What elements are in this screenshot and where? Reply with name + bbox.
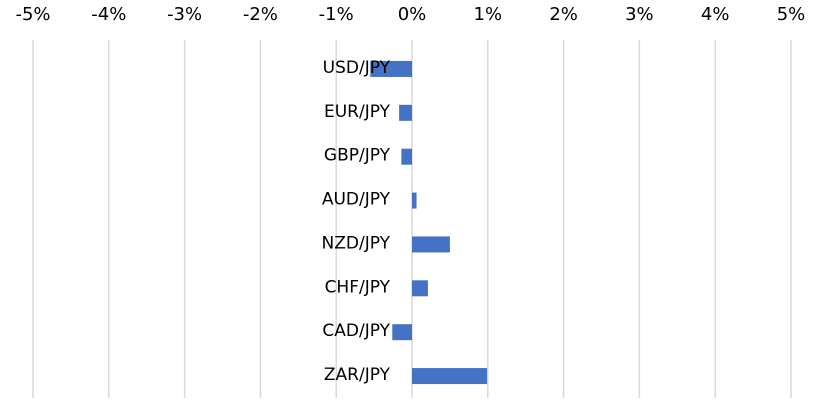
y-tick-label: AUD/JPY <box>322 190 391 210</box>
x-tick-label: 0% <box>398 4 427 25</box>
x-tick-label: 1% <box>474 4 503 25</box>
y-tick-label: EUR/JPY <box>324 102 391 122</box>
bar <box>392 324 412 341</box>
bar <box>412 192 417 209</box>
x-tick-label: 4% <box>701 4 730 25</box>
y-tick-label: GBP/JPY <box>324 146 391 166</box>
y-tick-label: NZD/JPY <box>322 233 391 253</box>
x-tick-label: -3% <box>167 4 202 25</box>
y-tick-label: USD/JPY <box>323 58 391 78</box>
x-tick-label: -2% <box>243 4 278 25</box>
x-tick-label: 2% <box>549 4 578 25</box>
y-tick-label: CHF/JPY <box>325 277 391 297</box>
bar <box>401 148 412 165</box>
y-tick-label: CAD/JPY <box>322 321 390 341</box>
bar <box>412 368 488 385</box>
bar <box>412 280 428 297</box>
bar <box>412 236 450 253</box>
x-tick-label: 3% <box>625 4 654 25</box>
y-tick-label: ZAR/JPY <box>324 365 391 385</box>
x-tick-label: -5% <box>15 4 50 25</box>
bar <box>370 60 412 77</box>
bar <box>399 104 412 121</box>
x-tick-label: -4% <box>91 4 126 25</box>
x-tick-label: 5% <box>777 4 806 25</box>
x-tick-label: -1% <box>319 4 354 25</box>
